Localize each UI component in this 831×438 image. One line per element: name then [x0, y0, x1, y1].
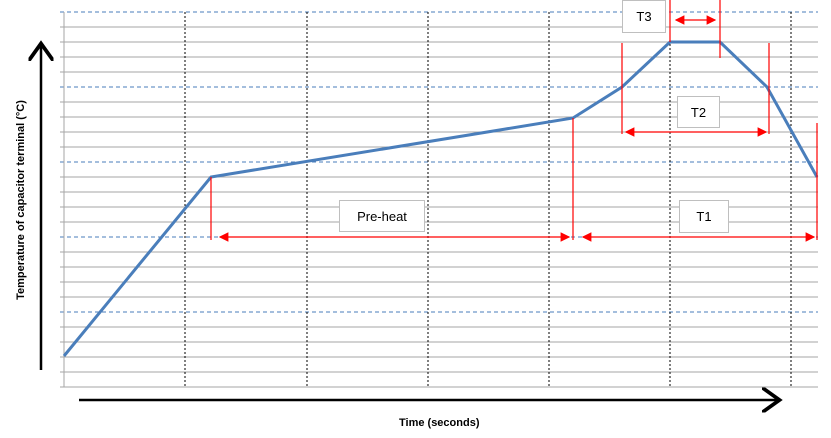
t3-label: T3 — [622, 0, 666, 33]
time-divisions — [184, 12, 792, 387]
t2-label: T2 — [677, 96, 720, 128]
preheat-label: Pre-heat — [339, 200, 425, 232]
phase-markers — [210, 0, 818, 242]
temperature-profile-line — [62, 40, 819, 357]
grid — [60, 11, 818, 373]
t1-label: T1 — [679, 200, 729, 233]
x-axis-label: Time (seconds) — [399, 417, 480, 429]
y-axis-label: Temperature of capacitor terminal (°C) — [15, 100, 27, 300]
